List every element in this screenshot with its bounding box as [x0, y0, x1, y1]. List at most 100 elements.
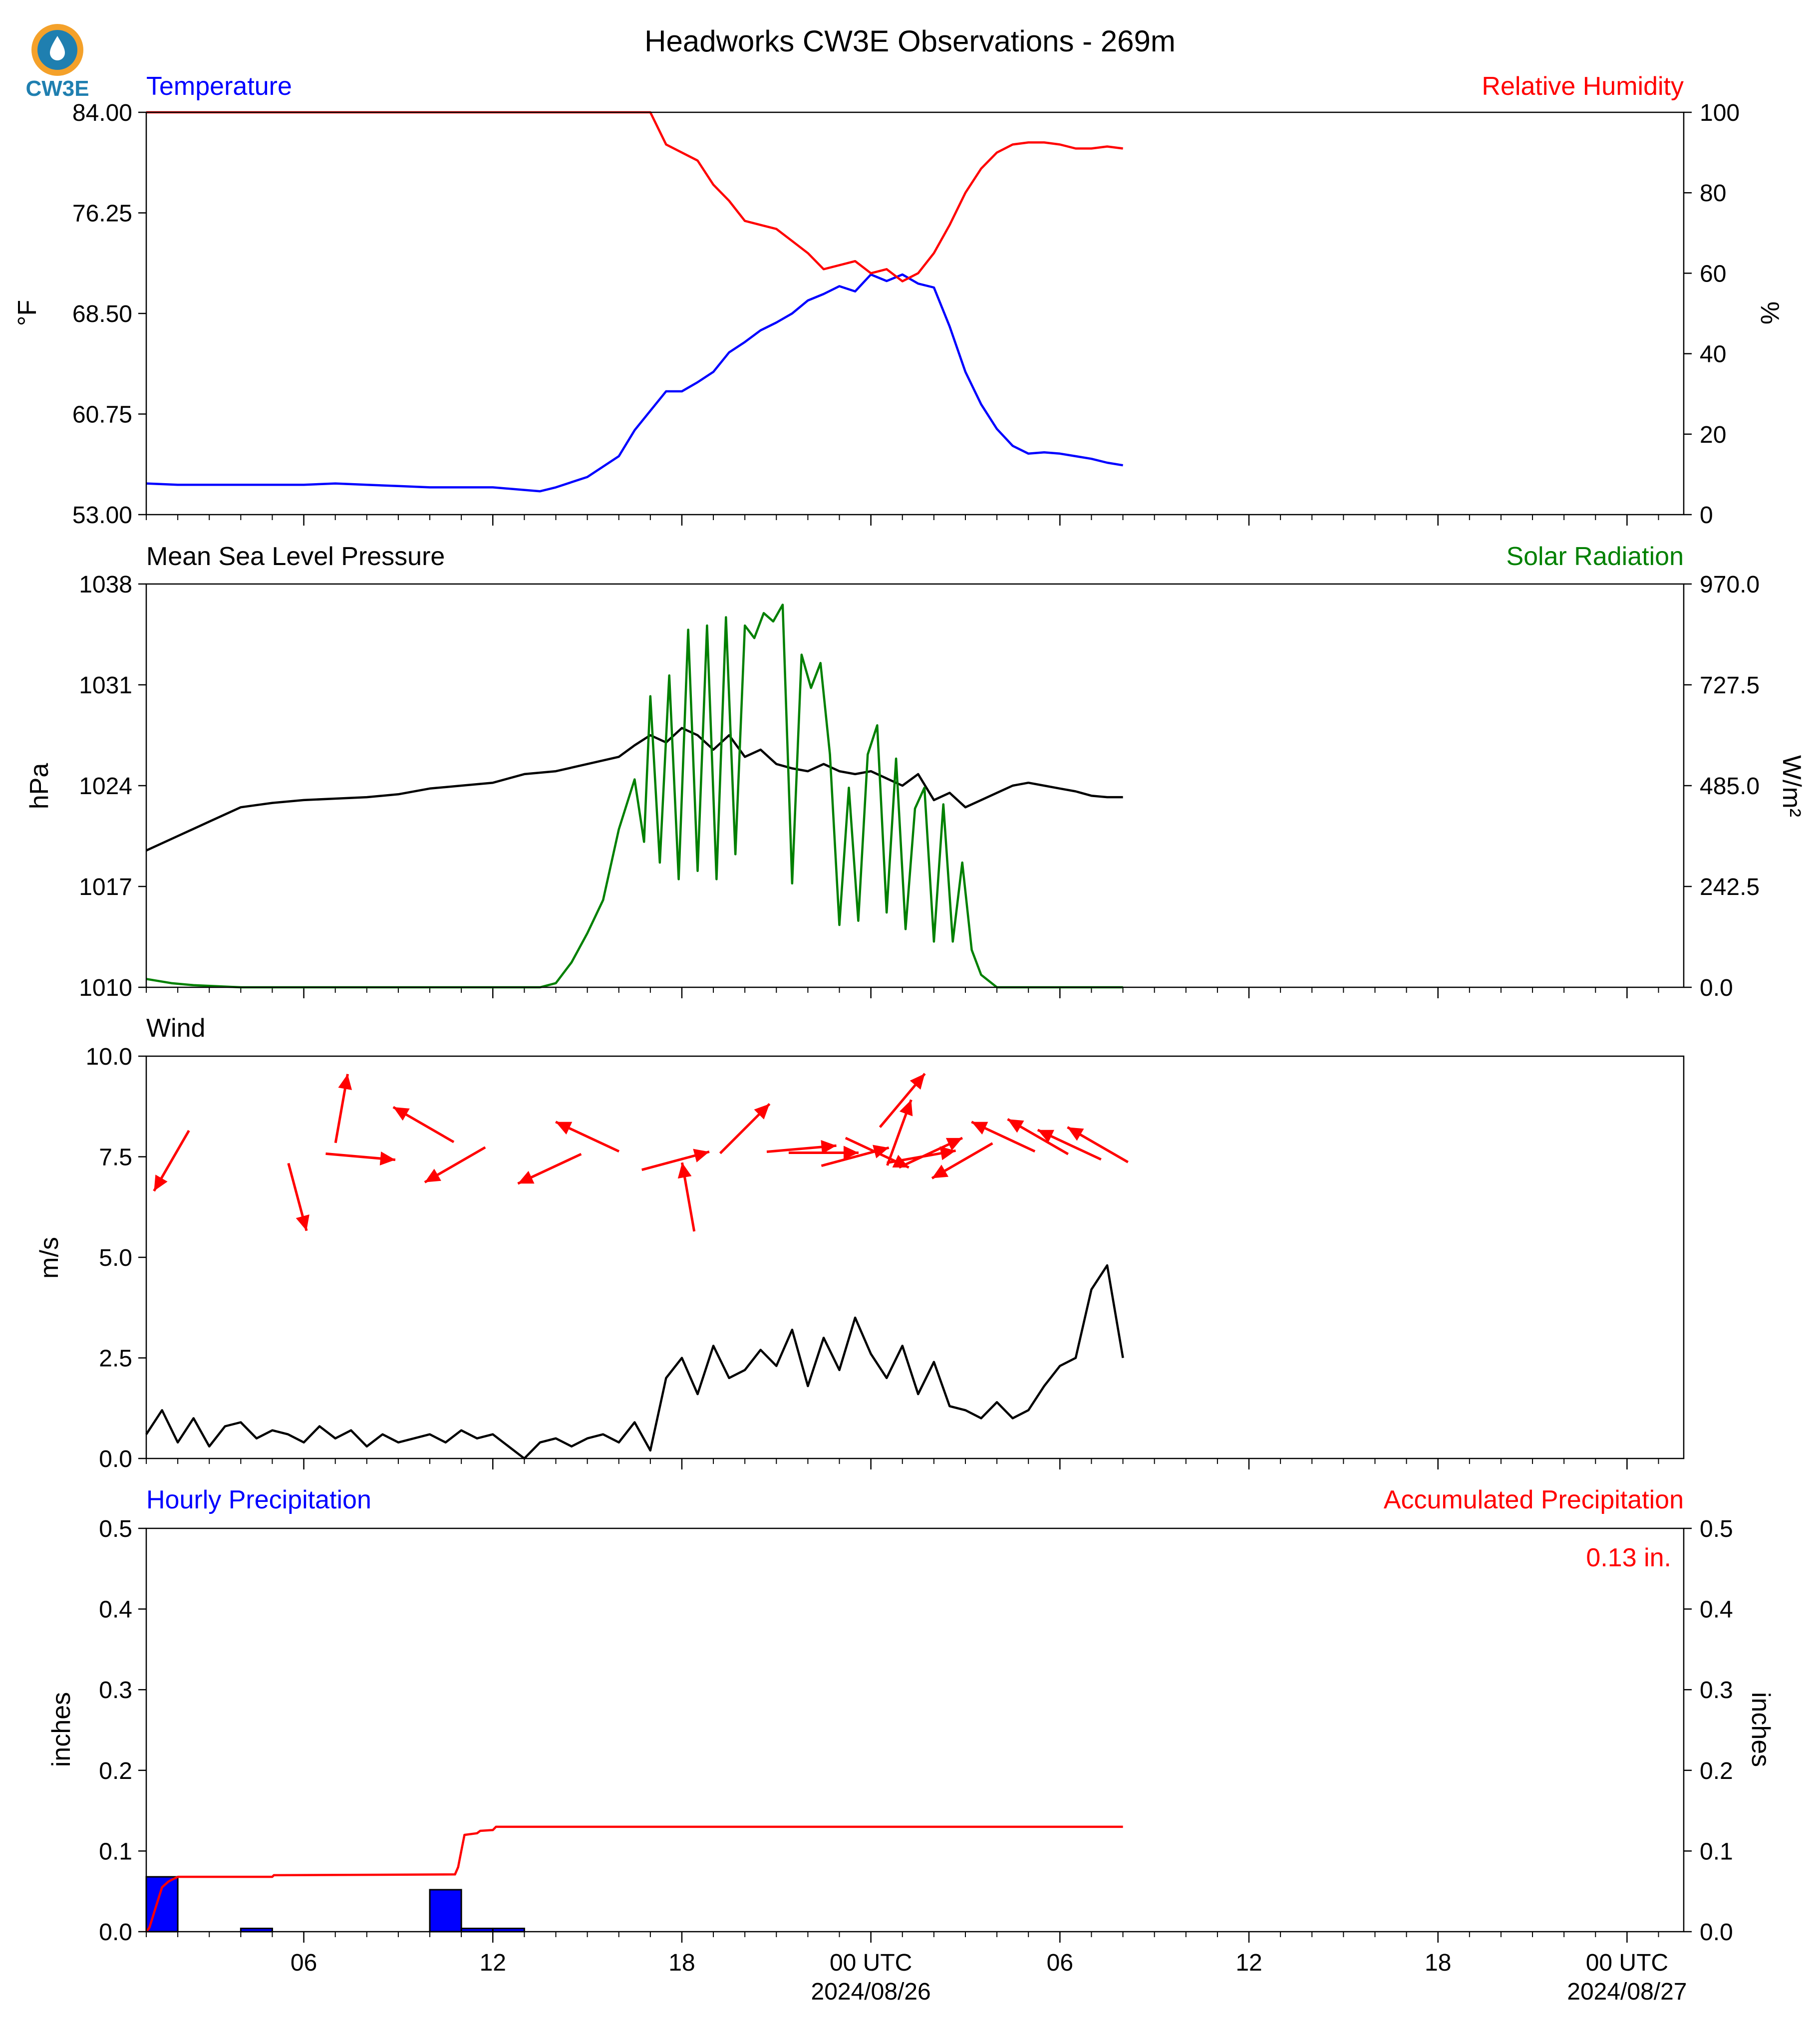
wind-arrow [931, 1142, 993, 1179]
wind-arrow [517, 1153, 582, 1185]
wind-arrow [971, 1121, 1036, 1153]
temperature-ticks: 53.00 60.75 68.50 76.25 84.00 [72, 100, 146, 529]
x-tick-label: 12 [480, 1950, 506, 1976]
accum-total-annotation: 0.13 in. [1586, 1543, 1671, 1572]
wind-arrow [879, 1073, 926, 1128]
pressure-solar-frame [145, 583, 1685, 988]
figure-title: Headworks CW3E Observations - 269m [644, 24, 1176, 58]
time-ticks [146, 1458, 1659, 1469]
y2-tick-label: 0.5 [1700, 1516, 1733, 1542]
cw3e-logo: CW3E [25, 24, 89, 101]
x-tick-label: 18 [1425, 1950, 1451, 1976]
humidity-title: Relative Humidity [1482, 72, 1684, 101]
wind-arrow [1007, 1118, 1069, 1156]
wind-panel: Wind m/s 0.0 2.5 5.0 7.5 10.0 [35, 1014, 1685, 1472]
y-tick-label: 0.3 [99, 1677, 132, 1704]
y-tick-label: 1038 [79, 572, 132, 598]
y-tick-label: 68.50 [72, 301, 132, 327]
accum-precip-title: Accumulated Precipitation [1384, 1485, 1684, 1514]
hourly-precip-bar [429, 1889, 462, 1933]
x-tick-label: 06 [291, 1950, 317, 1976]
wind-frame [145, 1055, 1685, 1459]
wind-title: Wind [146, 1014, 205, 1043]
wind-speed-series [145, 1264, 1124, 1460]
y-tick-label: 60.75 [72, 402, 132, 428]
accum-axis-label: inches [1746, 1692, 1775, 1767]
y-tick-label: 53.00 [72, 502, 132, 529]
hourly-axis-label: inches [47, 1692, 76, 1767]
y-tick-label: 84.00 [72, 100, 132, 126]
x-tick-label: 12 [1235, 1950, 1262, 1976]
wind-arrow [1037, 1129, 1102, 1161]
logo-text: CW3E [25, 76, 89, 101]
y-tick-label: 10.0 [86, 1044, 132, 1070]
x-date-label: 2024/08/27 [1567, 1979, 1687, 2005]
x-tick-label: 00 UTC [1586, 1950, 1668, 1976]
temperature-humidity-frame [145, 111, 1685, 516]
y2-tick-label: 727.5 [1700, 672, 1760, 699]
hourly-precip-title: Hourly Precipitation [146, 1485, 371, 1514]
y-tick-label: 1024 [79, 773, 132, 800]
y-tick-label: 1017 [79, 874, 132, 900]
wind-arrow [1067, 1126, 1129, 1163]
y2-tick-label: 242.5 [1700, 874, 1760, 900]
temperature-axis-label: °F [13, 300, 42, 326]
solar-radiation-line [146, 603, 1123, 989]
logo-drop-icon [50, 36, 65, 60]
x-tick-label: 00 UTC [830, 1950, 912, 1976]
solar-ticks: 0.0 242.5 485.0 727.5 970.0 [1684, 572, 1760, 1001]
time-tick-labels: 06 12 18 00 UTC 2024/08/26 06 12 18 00 UTC 2024/0… [291, 1950, 1687, 2005]
y-tick-label: 7.5 [99, 1145, 132, 1171]
x-tick-label: 06 [1047, 1950, 1073, 1976]
y-tick-label: 2.5 [99, 1346, 132, 1372]
pressure-solar-panel: Mean Sea Level Pressure Solar Radiation … [25, 542, 1806, 1001]
wind-arrow [153, 1130, 190, 1192]
wind-arrow [424, 1146, 486, 1183]
y2-tick-label: 485.0 [1700, 773, 1760, 800]
wind-direction-arrows [153, 1073, 1129, 1232]
y2-tick-label: 0.1 [1700, 1838, 1733, 1865]
temperature-title: Temperature [146, 72, 292, 101]
accum-precip-series [145, 1825, 1123, 1933]
hourly-ticks: 0.0 0.1 0.2 0.3 0.4 0.5 [99, 1516, 146, 1946]
y2-tick-label: 40 [1700, 341, 1726, 368]
solar-title: Solar Radiation [1506, 542, 1684, 571]
y2-tick-label: 0 [1700, 502, 1713, 529]
wind-arrow [821, 1145, 890, 1167]
wind-arrow [641, 1149, 710, 1171]
y2-tick-label: 0.0 [1700, 975, 1733, 1001]
wind-arrow [788, 1146, 859, 1160]
y2-tick-label: 0.3 [1700, 1677, 1733, 1704]
temperature-humidity-panel: Temperature Relative Humidity °F % 53.00… [13, 72, 1784, 529]
y2-tick-label: 20 [1700, 422, 1726, 448]
x-tick-label: 18 [668, 1950, 695, 1976]
y-tick-label: 0.0 [99, 1446, 132, 1472]
wind-arrow [899, 1137, 963, 1169]
humidity-axis-label: % [1755, 301, 1784, 324]
y-tick-label: 0.0 [99, 1919, 132, 1946]
solar-axis-label: W/m² [1777, 755, 1806, 817]
y2-tick-label: 970.0 [1700, 572, 1760, 598]
pressure-title: Mean Sea Level Pressure [146, 542, 445, 571]
pressure-line [146, 727, 1123, 852]
accumulated-precip-line [145, 1825, 1123, 1933]
y-tick-label: 0.1 [99, 1838, 132, 1865]
y2-tick-label: 0.4 [1700, 1597, 1733, 1623]
accum-ticks: 0.0 0.1 0.2 0.3 0.4 0.5 [1684, 1516, 1733, 1946]
pressure-solar-series [146, 603, 1123, 989]
y-tick-label: 1031 [79, 672, 132, 699]
precipitation-frame [145, 1527, 1685, 1933]
y-tick-label: 5.0 [99, 1245, 132, 1271]
wind-arrow [392, 1106, 455, 1144]
precipitation-panel: Hourly Precipitation Accumulated Precipi… [47, 1485, 1775, 2005]
y-tick-label: 76.25 [72, 201, 132, 227]
wind-arrow [766, 1140, 837, 1154]
humidity-ticks: 0 20 40 60 80 100 [1684, 100, 1740, 529]
x-date-label: 2024/08/26 [811, 1979, 931, 2005]
y-tick-label: 0.2 [99, 1758, 132, 1784]
time-ticks [146, 1932, 1659, 1943]
wind-arrow [334, 1074, 352, 1144]
y2-tick-label: 80 [1700, 180, 1726, 207]
